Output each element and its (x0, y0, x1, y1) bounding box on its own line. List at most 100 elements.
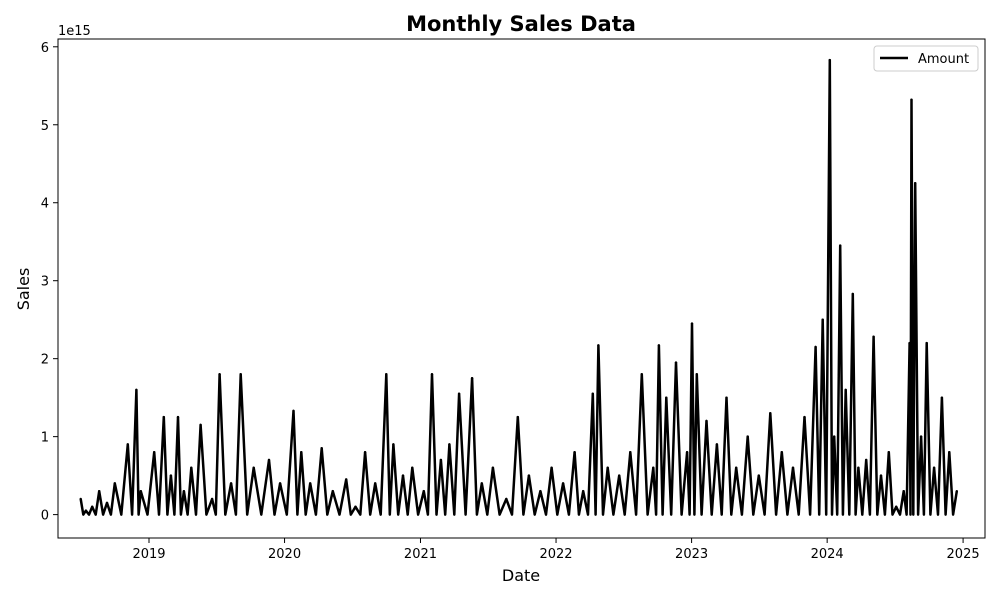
data-point (411, 466, 414, 469)
y-axis: 0 1 2 3 4 5 6 (41, 41, 58, 524)
data-point (516, 415, 519, 419)
chart-title: Monthly Sales Data (406, 12, 636, 36)
y-tick-label: 1 (41, 431, 49, 446)
data-point (176, 415, 180, 419)
data-point (685, 451, 689, 454)
data-point (640, 373, 643, 376)
data-point (746, 435, 749, 438)
data-point (919, 435, 923, 438)
data-point (239, 373, 242, 376)
data-point (354, 505, 357, 508)
data-point (769, 412, 772, 415)
data-point (439, 458, 443, 462)
data-point (618, 474, 621, 477)
data-point (657, 344, 661, 347)
data-point (430, 373, 434, 376)
data-point (573, 451, 576, 454)
data-point (735, 466, 738, 469)
data-point (470, 377, 474, 380)
y-tick-label: 2 (41, 353, 49, 368)
data-point (480, 482, 483, 485)
data-point (803, 415, 806, 419)
data-point (505, 497, 508, 501)
data-point (218, 373, 221, 376)
data-point (199, 423, 202, 427)
data-point (791, 466, 795, 469)
data-point (955, 490, 958, 493)
data-point (857, 466, 860, 469)
data-point (182, 490, 186, 493)
data-point (591, 392, 594, 395)
data-point (278, 482, 282, 485)
x-tick-label: 2020 (268, 547, 301, 562)
data-point (550, 466, 553, 469)
data-point (300, 451, 303, 454)
data-point (392, 443, 395, 446)
data-point (908, 341, 911, 345)
data-point (879, 474, 883, 477)
data-point (267, 458, 271, 462)
x-tick-label: 2024 (811, 547, 844, 562)
data-point (887, 451, 890, 454)
data-point (422, 490, 425, 493)
data-point (345, 478, 348, 481)
data-point (98, 490, 101, 493)
data-point (331, 490, 334, 493)
x-tick-label: 2021 (404, 547, 437, 562)
data-point (135, 388, 138, 392)
data-point (674, 361, 678, 364)
legend: Amount (873, 45, 979, 72)
y-tick-label: 6 (41, 41, 49, 56)
data-point (126, 443, 129, 446)
x-tick-label: 2025 (947, 547, 980, 562)
y-tick-label: 3 (41, 275, 49, 290)
data-point (79, 497, 82, 501)
data-point (374, 482, 377, 485)
y-offset-text: 1e15 (58, 24, 91, 39)
y-axis-label: Sales (14, 268, 33, 311)
data-point (401, 474, 405, 477)
data-point (872, 335, 875, 338)
data-point (665, 396, 668, 399)
x-tick-label: 2023 (675, 547, 708, 562)
axes-frame (57, 38, 986, 539)
data-point (814, 345, 817, 349)
data-point (932, 466, 936, 469)
data-point (162, 415, 165, 419)
data-point (914, 182, 917, 185)
data-point (780, 451, 783, 454)
data-point (839, 244, 842, 247)
data-point (169, 474, 173, 477)
data-point (652, 466, 655, 469)
plot-area (79, 58, 959, 516)
data-point (84, 509, 88, 512)
x-axis: 2019 2020 2021 2022 2023 2024 2025 (132, 538, 980, 562)
data-point (695, 373, 698, 376)
data-point (902, 490, 905, 493)
data-point (715, 443, 719, 446)
data-point (190, 466, 193, 469)
series-line-amount (79, 58, 959, 516)
data-point (821, 318, 824, 321)
data-point (757, 474, 760, 477)
data-point (597, 344, 600, 347)
data-point (582, 490, 585, 493)
data-point (363, 451, 367, 454)
x-tick-label: 2019 (132, 547, 165, 562)
data-point (725, 396, 728, 399)
data-point (948, 451, 951, 454)
data-point (527, 474, 531, 477)
legend-label-amount: Amount (918, 52, 969, 67)
data-point (292, 409, 295, 413)
data-point (91, 505, 94, 508)
data-point (113, 482, 117, 485)
data-point (561, 482, 565, 485)
data-point (105, 501, 109, 505)
data-point (210, 497, 214, 501)
data-point (385, 373, 388, 376)
legend-box (873, 45, 979, 72)
data-point (705, 419, 708, 423)
data-point (833, 435, 836, 438)
data-point (844, 388, 847, 392)
